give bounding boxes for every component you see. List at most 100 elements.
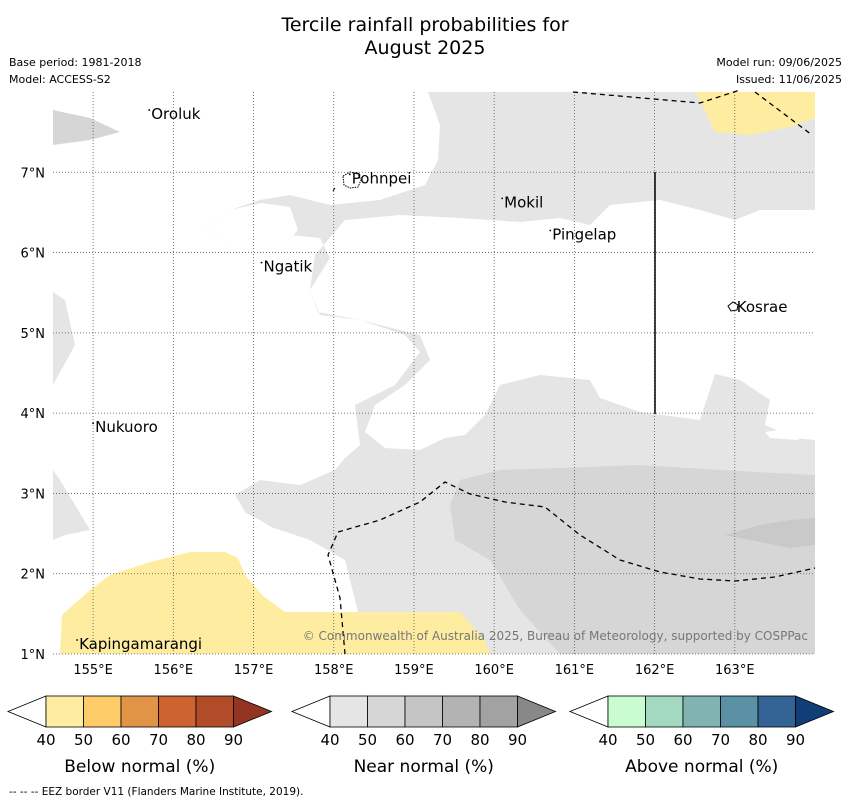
legend-swatch [442,695,481,728]
lat-tick-label: 2°N [21,568,46,583]
near-normal-left-edge [53,92,90,540]
axis-ticks: 155°E 156°E 157°E 158°E 159°E 160°E 161°E 162°E… [21,166,755,678]
legend-tick-label: 70 [433,731,452,749]
eez-borders [327,89,816,655]
white-spot-east [765,428,805,440]
legend-colorbar: 40 50 60 70 80 90 Above normal (%) [568,695,835,777]
place-label: Mokil [504,193,543,211]
legend-swatch [404,695,443,728]
white-area-east [790,290,815,380]
legend-swatch [45,695,84,728]
place-marker [549,229,552,232]
pohnpei-minor-island [332,187,336,192]
title-line-1: Tercile rainfall probabilities for [281,14,569,36]
legend-tick-label: 80 [748,731,767,749]
probability-field [53,92,815,654]
place-labels: Oroluk Pohnpei Mokil Pingelap Ngatik Kosrae Nu… [76,105,787,653]
legend-swatch [120,695,159,728]
lon-tick-label: 159°E [394,663,434,678]
below-normal-region-northeast [695,92,815,135]
legend-tick-label: 40 [598,731,617,749]
lon-tick-label: 155°E [73,663,113,678]
eez-border-south [327,481,816,655]
legend-title: Below normal (%) [64,757,215,777]
lon-tick-label: 163°E [715,663,755,678]
legend-swatch [479,695,518,728]
legend-colorbars: 40 50 60 70 80 90 Below normal (%) 40 50 60 70 80 90… [6,695,835,777]
legend-right-arrow [233,695,273,728]
lon-tick-label: 161°E [555,663,595,678]
lat-tick-label: 1°N [21,648,46,663]
place-marker [76,639,78,641]
legend-tick-label: 40 [36,731,55,749]
legend-tick-label: 90 [508,731,527,749]
legend-swatch [682,695,721,728]
legend-title: Above normal (%) [625,757,778,777]
place-marker [733,301,736,304]
near-normal-50-region [450,465,815,654]
legend-tick-label: 70 [711,731,730,749]
legend-swatch [195,695,234,728]
place-label: Kosrae [737,298,788,316]
legend-tick-label: 60 [395,731,414,749]
legend-tick-label: 90 [786,731,805,749]
pohnpei-island-outline [342,171,362,189]
eez-footnote: -- -- -- EEZ border V11 (Flanders Marine… [9,786,304,798]
legend-tick-label: 50 [358,731,377,749]
place-label: Oroluk [151,105,200,123]
place-label: Ngatik [264,258,313,276]
place-marker [148,109,151,111]
legend-colorbar: 40 50 60 70 80 90 Below normal (%) [6,695,273,777]
place-label: Nukuoro [95,418,158,436]
near-normal-left-spot [53,110,120,145]
legend-tick-label: 80 [186,731,205,749]
lon-tick-label: 156°E [154,663,194,678]
white-area-west [100,218,180,282]
place-label: Pingelap [552,226,616,244]
copyright-notice: © Commonwealth of Australia 2025, Bureau… [303,629,808,643]
white-area-center [205,203,298,250]
legend-swatch [329,695,368,728]
eez-border-north [572,89,813,136]
white-left-notch [53,178,68,186]
below-normal-region-southwest [60,552,490,654]
lat-tick-label: 6°N [21,247,46,262]
lon-tick-label: 162°E [635,663,675,678]
lat-tick-label: 3°N [21,487,46,502]
lon-tick-label: 157°E [234,663,274,678]
legend-tick-label: 60 [111,731,130,749]
legend-title: Near normal (%) [354,757,494,777]
legend-left-arrow [290,695,331,728]
legend-swatch [645,695,684,728]
model-name: Model: ACCESS-S2 [9,73,111,86]
lat-tick-label: 4°N [21,407,46,422]
place-label: Kapingamarangi [79,635,202,653]
near-normal-60-spot [725,518,815,548]
place-marker [501,197,504,200]
legend-tick-label: 70 [149,731,168,749]
map-title: Tercile rainfall probabilities for Augus… [0,14,850,60]
kosrae-island-outline [727,301,739,312]
legend-swatch [720,695,759,728]
meta-left: Base period: 1981-2018 Model: ACCESS-S2 [9,54,141,88]
base-period: Base period: 1981-2018 [9,56,142,69]
graticule [53,92,815,655]
legend-tick-label: 60 [673,731,692,749]
lat-tick-label: 7°N [21,166,46,181]
legend-swatch [367,695,406,728]
legend-swatch [757,695,796,728]
place-marker [348,173,351,176]
legend-colorbar: 40 50 60 70 80 90 Near normal (%) [290,695,557,777]
legend-swatch [607,695,646,728]
legend-left-arrow [6,695,47,728]
place-marker [92,422,95,425]
legend-tick-label: 50 [636,731,655,749]
lon-tick-label: 160°E [474,663,514,678]
legend-tick-label: 40 [320,731,339,749]
model-run: Model run: 09/06/2025 [716,56,842,69]
legend-right-arrow [517,695,557,728]
place-marker [260,261,263,264]
legend-right-arrow [795,695,835,728]
lat-tick-label: 5°N [21,327,46,342]
